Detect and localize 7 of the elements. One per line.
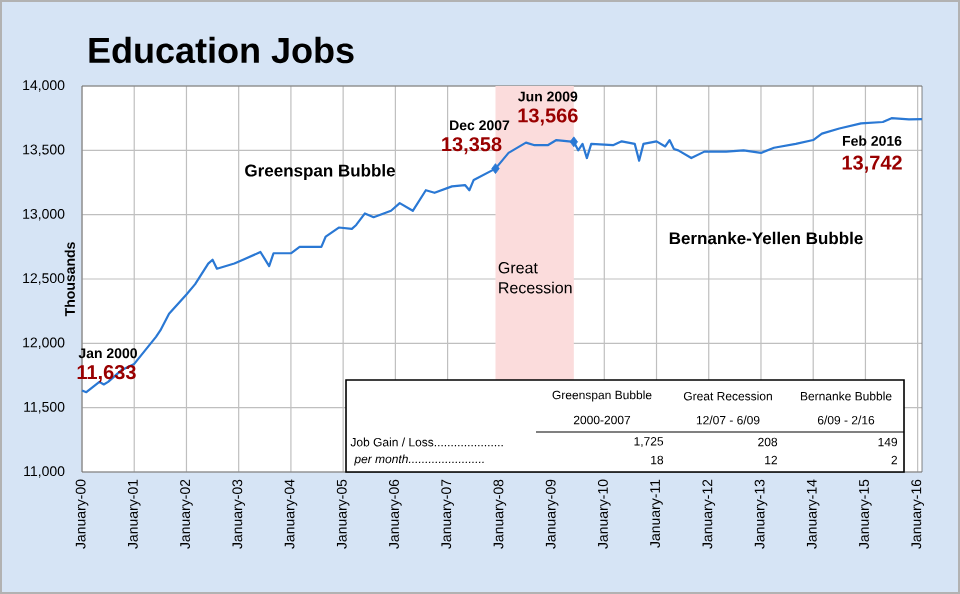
annotation: 13,742 — [842, 155, 902, 173]
chart-title: Education Jobs — [89, 36, 354, 64]
band-label: Great Recession — [498, 262, 572, 294]
annotation: Greenspan Bubble — [245, 164, 395, 180]
annotation: 13,358 — [442, 137, 502, 155]
annotation: Bernanke-Yellen Bubble — [669, 231, 863, 245]
annotation: 13,566 — [518, 108, 578, 126]
